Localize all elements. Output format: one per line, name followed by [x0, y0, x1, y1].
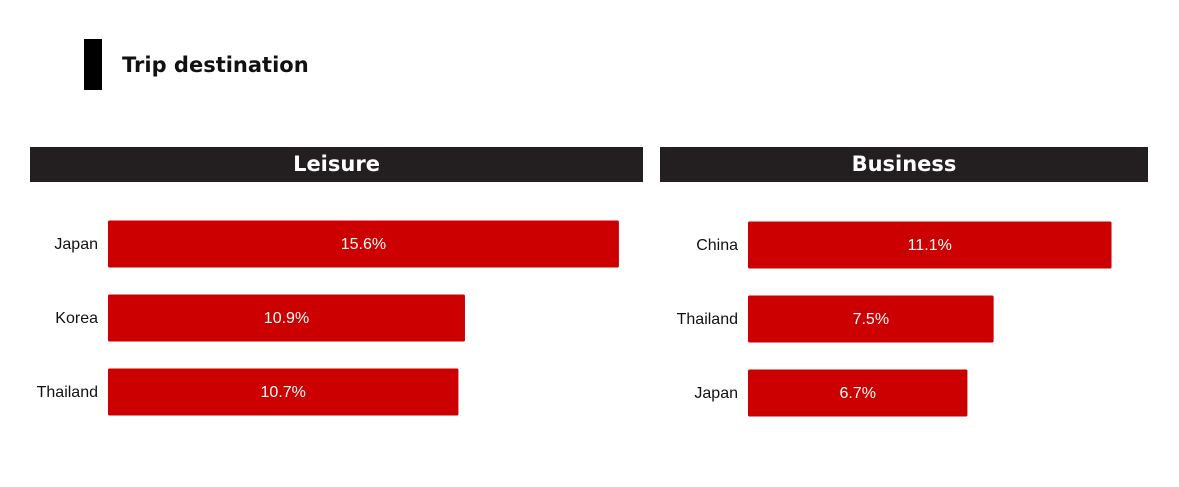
category-label: Japan [54, 236, 98, 253]
category-label: Thailand [37, 384, 98, 401]
value-label: 15.6% [341, 236, 386, 253]
category-label: Korea [55, 310, 98, 327]
panel-header [660, 147, 1148, 182]
panel-title: Leisure [293, 152, 380, 176]
page-title: Trip destination [122, 53, 309, 77]
value-label: 10.7% [261, 384, 306, 401]
panel-header [30, 147, 643, 182]
value-label: 6.7% [839, 385, 875, 402]
bar [108, 220, 619, 268]
category-label: Thailand [677, 311, 738, 328]
value-label: 11.1% [908, 237, 952, 254]
value-label: 7.5% [853, 311, 889, 328]
category-label: Japan [694, 385, 738, 402]
category-label: China [696, 237, 738, 254]
bar [108, 294, 465, 342]
title-marker [84, 39, 102, 90]
bar [748, 295, 994, 343]
value-label: 10.9% [264, 310, 309, 327]
panel-title: Business [852, 152, 957, 176]
bar [748, 221, 1112, 269]
bar [748, 369, 968, 417]
bar [108, 368, 459, 416]
